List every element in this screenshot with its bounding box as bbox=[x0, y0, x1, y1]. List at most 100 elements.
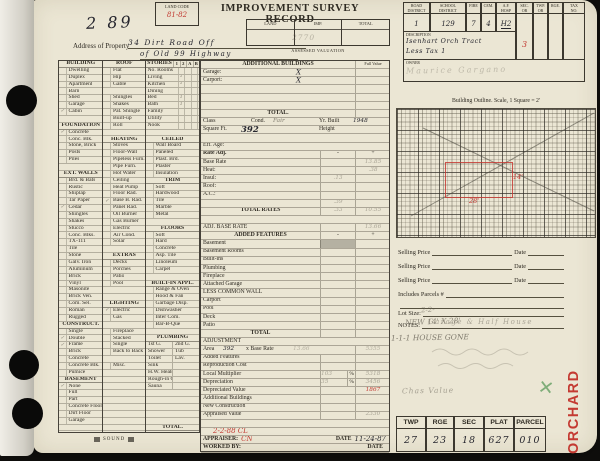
checklist-row-galv-iron[interactable]: Galv. Iron bbox=[59, 259, 103, 267]
checklist-row-rustic[interactable]: Rustic bbox=[59, 184, 103, 192]
checklist-row-rugged[interactable]: Rugged bbox=[59, 314, 103, 322]
checklist-row-bed[interactable]: Bed 1 bbox=[146, 95, 199, 103]
middle-row-ab[interactable] bbox=[201, 101, 389, 110]
district-value-fire[interactable]: 7 bbox=[466, 13, 481, 32]
additional-building-row[interactable] bbox=[201, 102, 355, 109]
minus-cell[interactable] bbox=[320, 313, 355, 321]
plus-cell[interactable]: 13.85 bbox=[355, 158, 390, 167]
checklist-row-flat[interactable]: Flat bbox=[103, 67, 145, 75]
minus-cell[interactable] bbox=[320, 289, 355, 297]
value-cell[interactable]: 5318 bbox=[355, 370, 390, 379]
district-value-cem[interactable]: 4 bbox=[481, 13, 496, 32]
checklist-row-decks[interactable]: Decks bbox=[103, 259, 145, 267]
plus-cell[interactable]: + bbox=[355, 150, 390, 158]
checklist-row-duplex[interactable]: Duplex bbox=[59, 74, 103, 82]
assessed-imp-value[interactable]: 2770 bbox=[292, 33, 316, 42]
middle-row-basement-rooms[interactable]: Basement Rooms bbox=[201, 248, 389, 257]
additional-building-row[interactable]: Carport: X bbox=[201, 77, 355, 84]
land-code-value[interactable]: 81-82 bbox=[166, 11, 188, 19]
checklist-row-soft[interactable]: Soft bbox=[146, 232, 199, 240]
checklist-row-dining[interactable]: Dining bbox=[146, 88, 199, 96]
middle-row-rate-adj[interactable]: Rate Adj. - + bbox=[201, 150, 390, 159]
checklist-row-part[interactable]: Part bbox=[59, 397, 103, 404]
signature-row[interactable]: WORKED BY: DATE bbox=[201, 444, 389, 451]
checklist-row-built-up[interactable]: Built-up bbox=[103, 115, 145, 123]
checklist-row-brick[interactable]: Brick bbox=[59, 273, 103, 281]
checklist-row-h-w-heater[interactable]: H.W. Heater bbox=[146, 369, 199, 377]
additional-building-row[interactable] bbox=[201, 85, 355, 92]
checklist-row-dishwasher[interactable]: Dishwasher bbox=[146, 307, 199, 315]
parcel-value-sec[interactable]: 18 bbox=[454, 428, 484, 452]
middle-row-ab[interactable] bbox=[201, 93, 389, 102]
checklist-row-base-b-rad[interactable]: ✓ Base B. Rad. bbox=[103, 198, 145, 206]
checklist-row-insulation[interactable]: Insulation bbox=[146, 170, 199, 178]
middle-row-less-common-wall[interactable]: LESS COMMON WALL bbox=[201, 289, 389, 298]
minus-cell[interactable]: - bbox=[320, 150, 355, 158]
checklist-row-heat-pump[interactable]: Heat Pump bbox=[103, 184, 145, 192]
minus-cell[interactable] bbox=[320, 158, 355, 167]
includes-parcels-row[interactable]: Includes Parcels # bbox=[398, 286, 566, 298]
checklist-row-tile[interactable]: Tile bbox=[59, 246, 103, 254]
checklist-row-concrete-floor[interactable]: Concrete Floor bbox=[59, 403, 103, 411]
checklist-row-shakes[interactable]: Shakes bbox=[103, 102, 145, 110]
checklist-row-utility[interactable]: Utility bbox=[146, 115, 199, 123]
district-tall-cell-sec-or-lot[interactable]: 3 bbox=[516, 13, 533, 60]
checklist-row-living[interactable]: Living 1 bbox=[146, 74, 199, 82]
parcel-value-parcel[interactable]: 010 bbox=[514, 428, 546, 452]
value-cell[interactable]: 5355 bbox=[355, 346, 390, 354]
address-line2[interactable]: of Old 99 Highway bbox=[140, 50, 298, 60]
checklist-row-shingles[interactable]: Shingles bbox=[103, 95, 145, 103]
checklist-row-concrete-blk[interactable]: Concrete Blk. bbox=[59, 362, 103, 370]
building-outline-grid[interactable]: 28' 14' bbox=[396, 108, 596, 238]
square-feet-row[interactable]: Square Ft. 392 Height bbox=[201, 126, 389, 133]
checklist-row-porches[interactable]: Porches bbox=[103, 266, 145, 274]
plus-cell[interactable] bbox=[355, 183, 390, 191]
checklist-row-frame[interactable]: ✓ Frame bbox=[59, 342, 103, 350]
checklist-row-rough-in-only[interactable]: Rough-in Only bbox=[146, 376, 199, 384]
plus-cell[interactable] bbox=[355, 403, 390, 411]
checklist-row-air-cond[interactable]: Air Cond. bbox=[103, 232, 145, 240]
checklist-row-wall-board[interactable]: Wall Board bbox=[146, 143, 199, 151]
percent-cell[interactable]: 35% bbox=[320, 379, 355, 387]
plus-cell[interactable] bbox=[355, 322, 390, 330]
middle-row-appraiser[interactable]: APPRAISER: CN DATE 11-24-87 bbox=[201, 436, 389, 445]
checklist-row-pipeless-furn[interactable]: Pipeless Furn. bbox=[103, 157, 145, 164]
minus-cell[interactable]: .33 bbox=[320, 207, 355, 215]
description-cell[interactable]: DESCRIPTION Isenhart Orch Tract Less Tax 1 bbox=[403, 31, 516, 60]
middle-row-garage[interactable]: Garage: X bbox=[201, 69, 389, 78]
checklist-row-plaster[interactable]: Plaster bbox=[146, 163, 199, 171]
plus-cell[interactable] bbox=[355, 297, 390, 305]
district-value-a-f-hosp[interactable]: H2 bbox=[496, 13, 516, 32]
middle-row-depreciation[interactable]: Depreciation 35% 3456 bbox=[201, 379, 389, 388]
checklist-row-masonite[interactable]: Masonite bbox=[59, 287, 103, 295]
checklist-row-nook[interactable]: Nook bbox=[146, 122, 199, 130]
checklist-row-kitchen[interactable]: Kitchen 1 bbox=[146, 81, 199, 89]
checklist-row-patio[interactable]: Patio bbox=[103, 273, 145, 281]
checklist-row-gable[interactable]: Gable bbox=[103, 81, 145, 89]
checklist-row-toilet[interactable]: Toilet Lav. bbox=[146, 355, 199, 363]
minus-cell[interactable] bbox=[320, 387, 355, 395]
checklist-row-brick[interactable]: Brick bbox=[59, 349, 103, 356]
checklist-row-concrete[interactable]: Concrete bbox=[146, 246, 199, 254]
minus-cell[interactable]: - bbox=[320, 232, 355, 240]
checklist-row-apartment[interactable]: Apartment bbox=[59, 81, 103, 89]
middle-row-added-features[interactable]: Added Features bbox=[201, 354, 389, 363]
checklist-row-bar-b-que[interactable]: Bar-B-Que bbox=[146, 321, 199, 329]
middle-row-roof[interactable]: Roof: bbox=[201, 183, 390, 192]
checklist-row-pumice[interactable]: Pumice bbox=[59, 369, 103, 377]
middle-row-plumbing[interactable]: Plumbing bbox=[201, 264, 389, 274]
checklist-row-piles[interactable]: Piles bbox=[59, 157, 103, 164]
middle-row-total[interactable]: TOTAL bbox=[201, 330, 389, 339]
middle-row-local-multiplier[interactable]: Local Multiplier 103% 5318 bbox=[201, 370, 390, 380]
minus-cell[interactable] bbox=[320, 264, 355, 273]
minus-cell[interactable] bbox=[320, 411, 355, 419]
district-tall-cell-twp-or-rg[interactable] bbox=[533, 13, 548, 60]
checklist-row-single[interactable]: Single bbox=[103, 342, 145, 350]
middle-row-total-rates[interactable]: TOTAL RATES .33 10.55 bbox=[201, 207, 389, 216]
percent-cell[interactable]: 103% bbox=[320, 370, 355, 379]
plus-cell[interactable] bbox=[355, 281, 390, 289]
middle-row-reproduction-cost[interactable]: Reproduction Cost bbox=[201, 362, 389, 371]
checklist-row-pat-shingle[interactable]: Pat. Shingle bbox=[103, 109, 145, 116]
checklist-row-stucco[interactable]: Stucco bbox=[59, 225, 103, 233]
checklist-row-barn[interactable]: Barn bbox=[59, 88, 103, 96]
